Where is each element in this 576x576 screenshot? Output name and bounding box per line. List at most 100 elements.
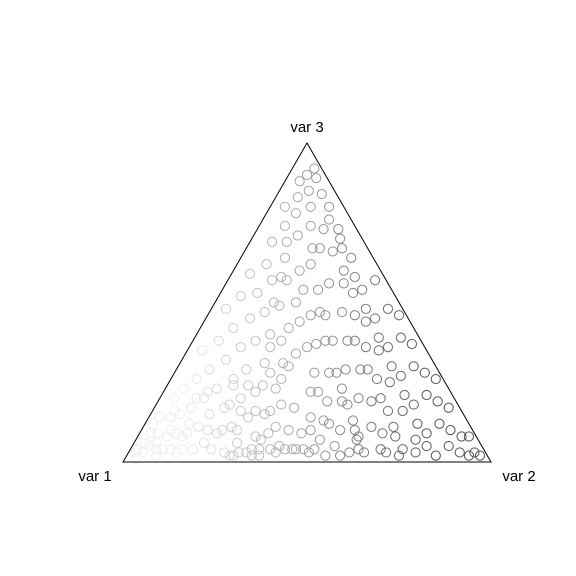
data-point <box>387 362 396 371</box>
data-point <box>242 365 251 374</box>
data-point <box>266 445 275 454</box>
data-point <box>407 339 416 348</box>
data-point <box>310 164 319 173</box>
data-point <box>391 432 400 441</box>
data-point <box>389 422 398 431</box>
data-point <box>383 406 392 415</box>
data-point <box>146 441 155 450</box>
data-point <box>203 426 212 435</box>
data-point <box>284 426 293 435</box>
data-point <box>271 384 280 393</box>
data-point <box>431 451 440 460</box>
data-point <box>370 314 379 323</box>
data-point <box>177 432 186 441</box>
data-point <box>260 359 269 368</box>
data-point <box>302 170 311 179</box>
data-point <box>258 381 267 390</box>
data-point <box>374 333 383 342</box>
data-point <box>186 403 195 412</box>
data-point <box>229 381 238 390</box>
data-point <box>354 394 363 403</box>
data-point <box>310 445 319 454</box>
data-point <box>350 311 359 320</box>
data-point <box>422 441 431 450</box>
data-point <box>382 448 391 457</box>
data-point <box>175 410 184 419</box>
data-point <box>312 339 321 348</box>
data-point <box>411 448 420 457</box>
data-point <box>435 419 444 428</box>
data-point <box>295 317 304 326</box>
data-point <box>420 368 429 377</box>
data-point <box>396 333 405 342</box>
data-point <box>172 448 181 457</box>
data-point <box>324 215 333 224</box>
data-point <box>282 276 291 285</box>
data-point <box>299 285 308 294</box>
data-point <box>304 186 313 195</box>
data-point <box>271 422 280 431</box>
data-point <box>205 410 214 419</box>
data-point <box>177 445 186 454</box>
data-point <box>385 378 394 387</box>
data-point <box>306 202 315 211</box>
data-point <box>361 317 370 326</box>
data-point <box>293 193 302 202</box>
data-point <box>378 429 387 438</box>
data-point <box>266 330 275 339</box>
data-point <box>297 429 306 438</box>
data-point <box>260 307 269 316</box>
data-point <box>348 288 357 297</box>
data-point <box>244 413 253 422</box>
data-point <box>148 419 157 428</box>
data-point <box>345 448 354 457</box>
data-point <box>411 435 420 444</box>
data-point <box>220 448 229 457</box>
data-point <box>277 374 286 383</box>
data-point <box>323 397 332 406</box>
data-point <box>269 298 278 307</box>
data-point <box>282 237 291 246</box>
data-point <box>444 441 453 450</box>
data-point <box>337 244 346 253</box>
data-point <box>330 441 339 450</box>
data-point <box>284 362 293 371</box>
vertex-label-var1: var 1 <box>78 468 111 485</box>
data-point <box>266 343 275 352</box>
data-point <box>306 221 315 230</box>
data-point <box>444 403 453 412</box>
data-point <box>310 368 319 377</box>
data-point <box>317 189 326 198</box>
data-point <box>398 406 407 415</box>
data-point <box>251 432 260 441</box>
data-point <box>306 413 315 422</box>
data-point <box>321 311 330 320</box>
data-point <box>315 435 324 444</box>
data-point <box>302 343 311 352</box>
data-point <box>304 448 313 457</box>
data-point <box>293 231 302 240</box>
vertex-label-var2: var 2 <box>502 468 535 485</box>
data-point <box>152 451 161 460</box>
data-point <box>383 343 392 352</box>
data-point <box>306 311 315 320</box>
data-point <box>218 426 227 435</box>
data-point <box>207 445 216 454</box>
data-point <box>334 225 343 234</box>
data-point <box>319 225 328 234</box>
data-point <box>376 445 385 454</box>
data-point <box>275 301 284 310</box>
data-point <box>354 445 363 454</box>
data-point <box>236 292 245 301</box>
data-point <box>312 173 321 182</box>
data-point <box>343 400 352 409</box>
data-point <box>251 406 260 415</box>
data-point <box>350 272 359 281</box>
data-point <box>376 394 385 403</box>
data-point <box>291 298 300 307</box>
data-point <box>284 323 293 332</box>
data-point <box>170 394 179 403</box>
data-point <box>212 429 221 438</box>
data-point <box>295 177 304 186</box>
